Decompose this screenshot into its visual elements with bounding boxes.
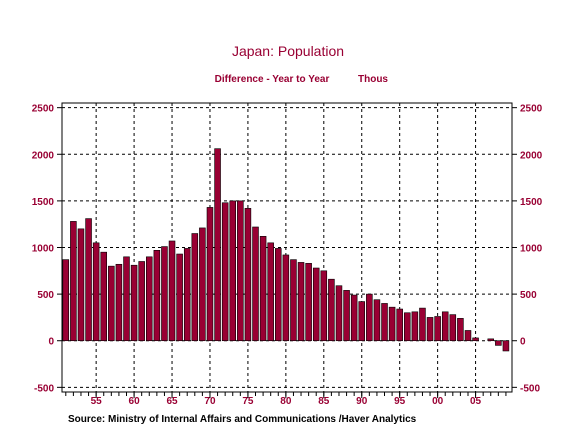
- x-tick-label: 90: [356, 396, 368, 407]
- bar: [138, 261, 145, 342]
- bar: [130, 264, 138, 342]
- bar: [244, 208, 252, 342]
- bar: [350, 294, 358, 342]
- bar: [343, 290, 350, 342]
- y-tick-label-left: 2500: [32, 104, 55, 115]
- x-tick-label: 65: [166, 396, 178, 407]
- y-tick-label-left: 1000: [32, 244, 55, 255]
- chart-source: Source: Ministry of Internal Affairs and…: [68, 414, 417, 425]
- bar: [441, 311, 449, 342]
- bar: [237, 200, 244, 342]
- bar: [62, 259, 70, 342]
- y-tick-label-right: 1500: [520, 197, 543, 208]
- bar: [290, 259, 297, 342]
- y-tick-label-left: 0: [48, 337, 54, 348]
- bar: [85, 218, 92, 342]
- bar: [411, 311, 419, 342]
- x-tick-label: 55: [91, 396, 103, 407]
- y-tick-label-right: 0: [520, 337, 526, 348]
- bar: [176, 253, 183, 342]
- bar: [115, 263, 123, 342]
- bar: [221, 202, 229, 342]
- bar: [358, 301, 366, 342]
- bar: [457, 318, 464, 342]
- bar: [146, 256, 153, 342]
- y-tick-label-right: 1000: [520, 244, 543, 255]
- bar: [153, 249, 161, 342]
- y-tick-label-left: -500: [34, 383, 54, 394]
- bar: [259, 236, 267, 342]
- bar: [70, 221, 77, 342]
- bar: [214, 148, 221, 342]
- bar-series: [62, 148, 510, 352]
- bar: [335, 285, 343, 342]
- chart-subtitle: Difference - Year to Year: [215, 74, 330, 85]
- bar: [252, 226, 259, 342]
- bar: [206, 207, 214, 342]
- bar: [464, 330, 472, 342]
- x-tick-label: 75: [242, 396, 254, 407]
- bar: [388, 306, 396, 342]
- bar: [328, 278, 335, 342]
- x-tick-label: 05: [470, 396, 482, 407]
- x-tick-label: 85: [318, 396, 330, 407]
- bar: [320, 270, 328, 342]
- bar: [434, 316, 441, 342]
- bar: [373, 299, 381, 342]
- bar: [92, 242, 100, 342]
- y-tick-label-left: 1500: [32, 197, 55, 208]
- x-tick-label: 00: [432, 396, 444, 407]
- bar: [77, 228, 85, 342]
- bar: [161, 246, 168, 342]
- bar: [381, 303, 388, 342]
- y-tick-label-right: 2000: [520, 150, 543, 161]
- bar: [100, 251, 107, 342]
- grid-lines: [62, 103, 512, 392]
- bar: [396, 308, 403, 342]
- bar: [183, 248, 191, 342]
- bar: [282, 254, 290, 342]
- x-axis: 55 60 65 70 75 80 85 90 95 00 05: [65, 392, 507, 407]
- y-tick-label-right: 500: [520, 290, 537, 301]
- bar: [267, 242, 274, 342]
- bar: [108, 265, 115, 342]
- x-tick-label: 95: [394, 396, 406, 407]
- bar: [487, 338, 495, 342]
- y-tick-label-right: -500: [520, 383, 540, 394]
- bar: [495, 340, 502, 346]
- chart-units: Thous: [358, 74, 388, 85]
- bar: [305, 263, 312, 342]
- x-tick-label: 60: [129, 396, 141, 407]
- bar: [191, 233, 199, 342]
- bar: [168, 240, 176, 342]
- bar: [366, 293, 373, 342]
- bar: [229, 200, 237, 342]
- bar: [502, 340, 510, 352]
- y-axis-right: -500 0 500 1000 1500 2000 2500: [512, 104, 543, 394]
- x-tick-label: 70: [204, 396, 216, 407]
- bar: [426, 317, 434, 342]
- bar: [404, 312, 411, 342]
- bar: [297, 262, 305, 342]
- y-axis-left: -500 0 500 1000 1500 2000 2500: [32, 104, 62, 394]
- x-tick-label: 80: [280, 396, 292, 407]
- bar: [199, 227, 206, 342]
- y-tick-label-left: 500: [37, 290, 54, 301]
- bar: [449, 314, 457, 342]
- bar: [275, 248, 282, 342]
- bar: [123, 256, 130, 342]
- y-tick-label-right: 2500: [520, 104, 543, 115]
- bar: [472, 337, 479, 342]
- y-tick-label-left: 2000: [32, 150, 55, 161]
- bar: [419, 307, 426, 342]
- chart-title: Japan: Population: [232, 43, 344, 59]
- bar: [312, 267, 320, 342]
